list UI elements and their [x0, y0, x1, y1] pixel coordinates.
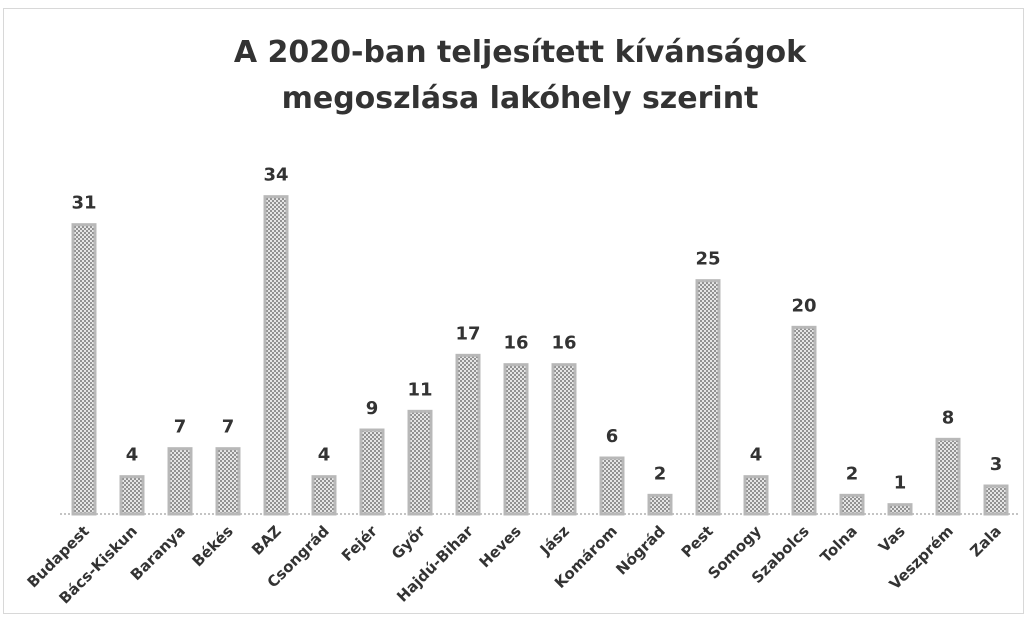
data-label: 31	[71, 193, 96, 214]
bar	[71, 223, 97, 516]
bar	[695, 279, 721, 516]
bar	[359, 428, 385, 516]
bar	[167, 447, 193, 516]
chart-title: A 2020-ban teljesített kívánságok megosz…	[233, 35, 807, 116]
data-label: 17	[455, 323, 480, 344]
bar	[887, 503, 913, 516]
x-tick-label: Fejér	[338, 522, 381, 565]
data-label: 2	[654, 463, 667, 484]
bar	[263, 195, 289, 516]
x-tick-label: Vas	[875, 522, 909, 556]
bar	[551, 363, 577, 516]
x-tick-label: Jász	[536, 522, 573, 559]
x-tick-label: Tolna	[817, 522, 861, 566]
data-label: 20	[791, 295, 816, 316]
bar	[215, 447, 241, 516]
data-label: 25	[695, 249, 720, 270]
bar	[935, 437, 961, 516]
bar	[839, 493, 865, 516]
x-tick-label: Zala	[966, 522, 1004, 560]
bar	[119, 475, 145, 516]
data-label: 11	[407, 379, 432, 400]
data-label: 34	[263, 165, 288, 186]
bar	[647, 493, 673, 516]
data-label: 7	[174, 417, 187, 438]
data-label: 7	[222, 417, 235, 438]
data-label: 3	[990, 454, 1003, 475]
data-label: 4	[750, 445, 763, 466]
chart-frame	[3, 8, 1024, 614]
data-label: 9	[366, 398, 379, 419]
data-label: 1	[894, 473, 907, 494]
data-label: 16	[551, 333, 576, 354]
bar	[311, 475, 337, 516]
bar	[983, 484, 1009, 516]
bar	[503, 363, 529, 516]
bar	[791, 325, 817, 516]
data-label: 6	[606, 426, 619, 447]
x-tick-label: Nógrád	[612, 522, 668, 578]
data-label: 4	[318, 445, 331, 466]
data-label: 8	[942, 407, 955, 428]
x-tick-label: BAZ	[248, 522, 285, 559]
x-tick-label: Heves	[476, 522, 525, 571]
data-label: 4	[126, 445, 139, 466]
bar	[407, 409, 433, 516]
x-tick-label: Győr	[388, 522, 429, 563]
bar	[743, 475, 769, 516]
data-label: 2	[846, 463, 859, 484]
x-tick-label: Pest	[678, 522, 717, 561]
bar	[599, 456, 625, 516]
bar	[455, 353, 481, 516]
data-label: 16	[503, 333, 528, 354]
x-tick-label: Békés	[189, 522, 237, 570]
